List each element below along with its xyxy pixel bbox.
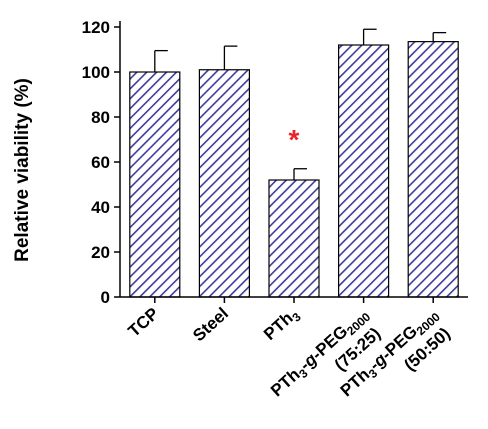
y-tick-label: 60: [91, 153, 110, 172]
bar: [407, 41, 459, 298]
x-category-label: Steel: [189, 304, 232, 345]
y-tick-label: 80: [91, 108, 110, 127]
x-category-label: PTh3: [260, 304, 304, 347]
x-category-label: TCP: [124, 304, 162, 341]
significance-marker: *: [289, 124, 300, 155]
bar: [198, 69, 250, 298]
y-axis-ticks: 0 20 40 60 80 100 120: [82, 18, 120, 307]
bar: [268, 179, 320, 298]
bar: [338, 44, 390, 298]
x-axis-labels: TCP Steel PTh3PTh3-g-PEG2000(75:25)PTh3-g-…: [124, 297, 454, 403]
bar: [129, 71, 181, 298]
x-category-label: PTh3-g-PEG2000: [267, 304, 373, 403]
bars: [129, 41, 459, 298]
y-tick-label: 120: [82, 18, 110, 37]
y-tick-label: 100: [82, 63, 110, 82]
annotations: *: [289, 124, 300, 155]
y-tick-label: 20: [91, 243, 110, 262]
error-bars: [154, 28, 447, 180]
y-tick-label: 40: [91, 198, 110, 217]
y-tick-label: 0: [101, 288, 110, 307]
y-axis-title: Relative viability (%): [12, 78, 33, 262]
